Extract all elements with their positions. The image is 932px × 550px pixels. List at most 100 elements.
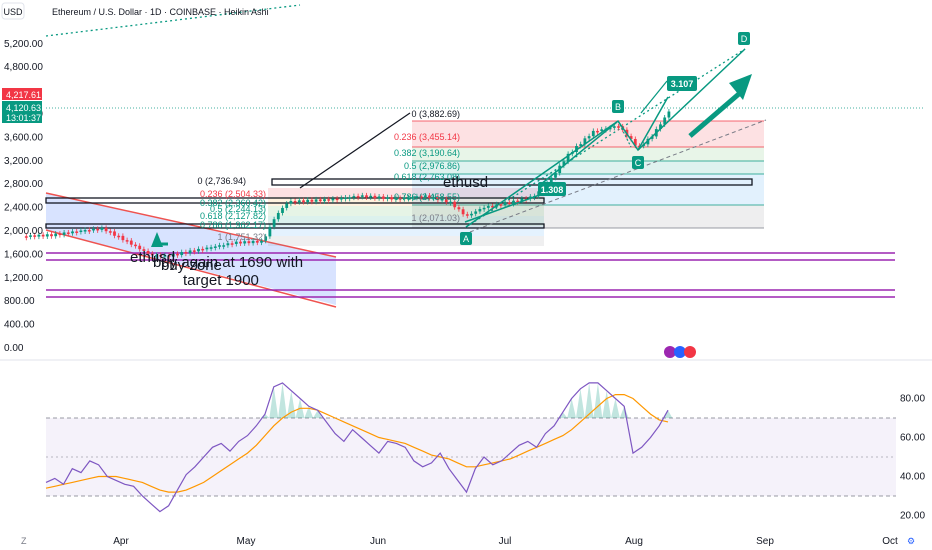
time-tick-label: Aug bbox=[625, 536, 643, 547]
candle-body bbox=[54, 233, 58, 237]
price-tick-label: 2,000.00 bbox=[4, 226, 43, 237]
svg-text:C: C bbox=[635, 158, 642, 168]
price-tick-label: 5,200.00 bbox=[4, 39, 43, 50]
time-tick-label: Jun bbox=[370, 536, 386, 547]
candle-body bbox=[419, 196, 423, 198]
candle-body bbox=[310, 199, 314, 202]
candle-body bbox=[516, 200, 520, 203]
fib-label: 0 (3,882.69) bbox=[411, 109, 460, 119]
buy-zone-arrow bbox=[151, 232, 168, 247]
candle-body bbox=[117, 235, 121, 238]
fib-label: 1 (1,751.32) bbox=[217, 232, 266, 242]
fib-label: 0.618 (2,763.08) bbox=[394, 172, 460, 182]
candle-body bbox=[520, 198, 524, 202]
candle-body bbox=[159, 254, 163, 257]
rsi-tick-label: 20.00 bbox=[900, 511, 925, 522]
candle-body bbox=[33, 235, 37, 237]
fib-label: 1 (2,071.03) bbox=[411, 213, 460, 223]
svg-text:3.107: 3.107 bbox=[671, 79, 694, 89]
svg-text:1.308: 1.308 bbox=[541, 185, 564, 195]
svg-text:13:01:37: 13:01:37 bbox=[6, 113, 41, 123]
candle-body bbox=[163, 255, 167, 257]
fib-label: 0.236 (2,504.33) bbox=[200, 189, 266, 199]
ratio-label-2: 3.107 bbox=[667, 76, 697, 91]
candle-body bbox=[369, 195, 373, 198]
rsi-axis[interactable]: 20.00 40.00 60.00 80.00 bbox=[900, 394, 925, 522]
candle-body bbox=[444, 199, 448, 203]
rsi-ma-line bbox=[45, 394, 669, 493]
candle-body bbox=[596, 130, 599, 133]
candle-body bbox=[566, 153, 570, 162]
candle-body bbox=[142, 249, 146, 252]
candle-body bbox=[381, 196, 385, 199]
candle-body bbox=[591, 130, 595, 137]
candle-body bbox=[612, 126, 616, 128]
currency-box[interactable] bbox=[1, 2, 25, 20]
candle-body bbox=[276, 212, 280, 220]
candle-body bbox=[600, 129, 604, 131]
fib-retracement-lower bbox=[268, 188, 544, 246]
candle-body bbox=[129, 240, 133, 245]
candle-body bbox=[260, 240, 263, 243]
candle-body bbox=[507, 202, 511, 205]
candle-body bbox=[432, 197, 436, 199]
candle-body bbox=[491, 206, 494, 208]
candle-body bbox=[499, 204, 503, 206]
candle-body bbox=[268, 226, 272, 237]
indicator-icons[interactable] bbox=[664, 346, 696, 358]
candle-body bbox=[62, 232, 66, 235]
candle-body bbox=[239, 241, 242, 244]
candle-body bbox=[478, 208, 482, 212]
candle-body bbox=[486, 206, 490, 208]
price-tick-label: 800.00 bbox=[4, 296, 35, 307]
candle-body bbox=[453, 201, 457, 208]
currency-label: USD bbox=[3, 7, 23, 17]
candle-body bbox=[96, 228, 100, 231]
candle-body bbox=[188, 250, 192, 254]
time-tick-label: Jul bbox=[499, 536, 512, 547]
price-tick-label: 2,400.00 bbox=[4, 203, 43, 214]
fib-label: 0.5 (2,244.13) bbox=[210, 204, 266, 214]
candle-body bbox=[549, 177, 553, 183]
candle-body bbox=[79, 230, 83, 233]
fib-label: 0.618 (2,127.82) bbox=[200, 211, 266, 221]
candle-body bbox=[667, 111, 671, 118]
rsi-tick-label: 40.00 bbox=[900, 472, 925, 483]
candle-body bbox=[58, 233, 62, 236]
wave-label-d: D bbox=[738, 32, 750, 45]
timezone-icon[interactable]: Z bbox=[21, 536, 27, 546]
fib-label: 0.382 (2,360.42) bbox=[200, 198, 266, 208]
wave-label-c: C bbox=[632, 156, 644, 169]
price-badge-high: 4,217.61 bbox=[2, 88, 42, 100]
candle-body bbox=[411, 197, 415, 199]
candle-body bbox=[92, 228, 95, 231]
time-tick-label: Apr bbox=[113, 536, 129, 547]
candle-body bbox=[247, 241, 251, 244]
candle-body bbox=[306, 199, 310, 203]
price-tick-label: 400.00 bbox=[4, 320, 35, 331]
rsi-tick-label: 80.00 bbox=[900, 394, 925, 405]
candle-body bbox=[318, 199, 322, 202]
candle-body bbox=[663, 117, 667, 125]
ratio-label-1: 1.308 bbox=[538, 182, 566, 196]
candle-body bbox=[41, 234, 45, 237]
candle-body bbox=[386, 197, 389, 199]
svg-text:A: A bbox=[463, 234, 469, 244]
candle-body bbox=[155, 254, 158, 257]
candle-body bbox=[323, 199, 326, 202]
candle-body bbox=[289, 201, 293, 204]
candle-body bbox=[474, 211, 478, 214]
candle-body bbox=[356, 196, 360, 198]
fib-label: 0.786 (2,458.55) bbox=[394, 192, 460, 202]
rsi-tick-label: 60.00 bbox=[900, 433, 925, 444]
settings-icon[interactable]: ⚙ bbox=[907, 536, 915, 546]
candle-body bbox=[134, 244, 137, 247]
candle-body bbox=[554, 173, 557, 178]
time-axis[interactable]: Apr May Jun Jul Aug Sep Oct bbox=[113, 536, 898, 547]
candle-body bbox=[24, 236, 28, 238]
candle-body bbox=[83, 230, 87, 232]
wave-label-a: A bbox=[460, 232, 472, 245]
candle-body bbox=[575, 146, 578, 153]
price-axis[interactable]: 0.00 400.00 800.00 1,200.00 1,600.00 2,000.00… bbox=[4, 39, 43, 354]
